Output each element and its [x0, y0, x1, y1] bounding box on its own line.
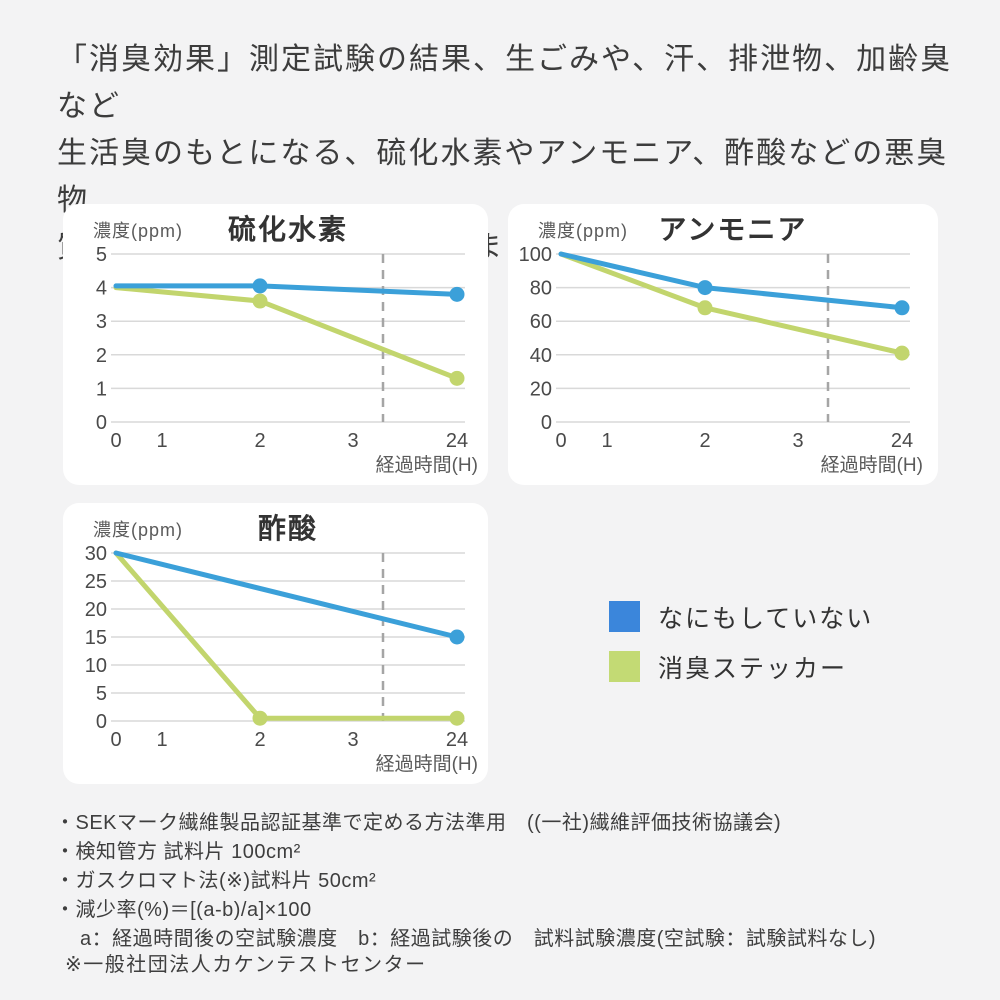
x-tick-label: 2 [254, 430, 265, 452]
chart-plot-area: 0 1 2 3 4 5 0 1 2 3 24 [96, 244, 468, 452]
y-axis-label: 濃度(ppm) [93, 221, 184, 241]
note-line-formula-legend: a：経過時間後の空試験濃度 b：経過試験後の 試料試験濃度(空試験：試験試料なし… [80, 928, 877, 950]
y-tick-label: 0 [96, 412, 107, 434]
x-tick-label: 0 [555, 430, 566, 452]
y-tick-label: 5 [96, 683, 107, 705]
x-tick-label: 24 [446, 430, 468, 452]
x-tick-label: 0 [110, 430, 121, 452]
legend-swatch-untreated [609, 601, 640, 632]
data-point-marker-deodorant-sticker [449, 710, 465, 726]
data-point-marker-deodorant-sticker [449, 370, 465, 386]
y-tick-label: 60 [530, 311, 552, 333]
x-tick-label: 3 [347, 729, 358, 751]
y-tick-label: 4 [96, 278, 107, 300]
intro-line-2: 生活臭のもとになる、硫化水素やアンモニア、酢酸などの悪臭物 [57, 137, 949, 217]
y-tick-label: 25 [85, 571, 107, 593]
chart-panel-acetic-acid: 濃度(ppm) 酢酸 経過時間(H) 0 5 10 15 20 25 30 0 1 2 3 24 [63, 503, 488, 784]
y-tick-label: 3 [96, 311, 107, 333]
note-line-sek: ・SEKマーク繊維製品認証基準で定める方法準用 ((一社)繊維評価技術協議会) [55, 812, 782, 834]
data-point-marker-deodorant-sticker [252, 710, 268, 726]
x-tick-label: 3 [347, 430, 358, 452]
y-tick-label: 20 [85, 599, 107, 621]
chart-title-ammonia: アンモニア [658, 214, 808, 245]
test-method-notes: ・SEKマーク繊維製品認証基準で定める方法準用 ((一社)繊維評価技術協議会) … [55, 809, 955, 954]
legend-item-deodorant-sticker: 消臭ステッカー [609, 651, 873, 683]
y-tick-label: 30 [85, 543, 107, 565]
y-tick-label: 5 [96, 244, 107, 266]
x-tick-label: 24 [446, 729, 468, 751]
x-tick-label: 2 [699, 430, 710, 452]
chart-plot-area: 0 5 10 15 20 25 30 0 1 2 3 24 [85, 543, 468, 751]
y-axis-label: 濃度(ppm) [538, 221, 629, 241]
intro-line-1: 「消臭効果」測定試験の結果、生ごみや、汗、排泄物、加齢臭など [57, 43, 953, 123]
x-tick-label: 0 [110, 729, 121, 751]
y-tick-label: 10 [85, 655, 107, 677]
note-line-detector-tube: ・検知管方 試料片 100cm² [55, 841, 301, 863]
chart-title-hydrogen-sulfide: 硫化水素 [227, 214, 348, 245]
x-tick-label: 1 [156, 729, 167, 751]
y-tick-label: 100 [519, 244, 552, 266]
data-point-marker-deodorant-sticker [252, 293, 268, 309]
x-tick-label: 2 [254, 729, 265, 751]
y-tick-label: 15 [85, 627, 107, 649]
y-tick-label: 40 [530, 345, 552, 367]
data-point-marker-untreated [894, 300, 910, 316]
x-tick-label: 24 [891, 430, 913, 452]
series-line-deodorant-sticker [113, 285, 460, 381]
chart-title-acetic-acid: 酢酸 [257, 513, 318, 544]
data-point-marker-untreated [697, 280, 713, 296]
y-tick-label: 1 [96, 378, 107, 400]
data-point-marker-untreated [449, 286, 465, 302]
y-tick-label: 2 [96, 345, 107, 367]
y-tick-label: 80 [530, 278, 552, 300]
x-tick-label: 3 [792, 430, 803, 452]
y-axis-label: 濃度(ppm) [93, 520, 184, 540]
legend-label-untreated: なにもしていない [658, 604, 874, 633]
y-tick-label: 0 [541, 412, 552, 434]
legend-swatch-deodorant-sticker [609, 651, 640, 682]
x-tick-label: 1 [601, 430, 612, 452]
note-line-gas-chromatography: ・ガスクロマト法(※)試料片 50cm² [55, 870, 377, 892]
x-tick-label: 1 [156, 430, 167, 452]
legend-label-deodorant-sticker: 消臭ステッカー [658, 654, 848, 683]
legend-item-untreated: なにもしていない [609, 601, 874, 633]
data-point-marker-untreated [252, 278, 268, 294]
data-point-marker-deodorant-sticker [697, 300, 713, 316]
x-axis-label: 経過時間(H) [375, 754, 478, 775]
data-point-marker-untreated [449, 629, 465, 645]
chart-panel-ammonia: 濃度(ppm) アンモニア 経過時間(H) 0 20 40 60 80 100 0 1 2 3 24 [508, 204, 938, 485]
chart-plot-area: 0 20 40 60 80 100 0 1 2 3 24 [519, 244, 914, 452]
series-line-untreated [113, 550, 460, 640]
test-center-footnote: ※一般社団法人カケンテストセンター [65, 954, 427, 976]
chart-panel-hydrogen-sulfide: 濃度(ppm) 硫化水素 経過時間(H) 0 1 2 3 4 5 0 1 2 3 24 [63, 204, 488, 485]
x-axis-label: 経過時間(H) [820, 455, 923, 476]
y-tick-label: 20 [530, 378, 552, 400]
x-axis-label: 経過時間(H) [375, 455, 478, 476]
note-line-reduction-formula: ・減少率(%)＝[(a-b)/a]×100 [55, 899, 312, 921]
data-point-marker-deodorant-sticker [894, 345, 910, 361]
series-line-untreated [558, 251, 905, 311]
legend: なにもしていない 消臭ステッカー [609, 601, 873, 701]
y-tick-label: 0 [96, 711, 107, 733]
